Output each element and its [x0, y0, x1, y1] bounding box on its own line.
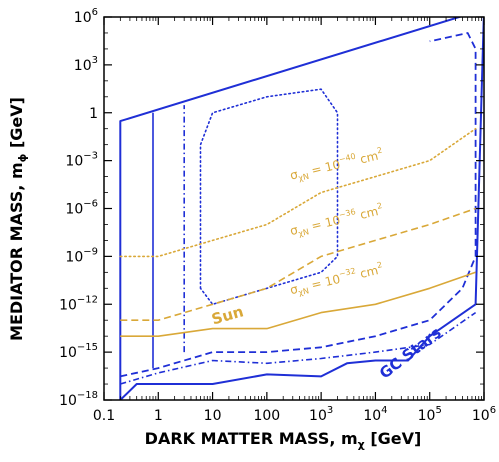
y-axis-label: MEDIATOR MASS, mϕ [GeV] — [7, 97, 29, 341]
x-tick-label: 104 — [363, 405, 387, 424]
series-line-5 — [199, 88, 339, 306]
y-tick-label: 10−6 — [65, 199, 98, 218]
x-tick-label: 1 — [154, 408, 163, 424]
x-tick-label: 0.1 — [93, 408, 115, 424]
x-tick-label: 100 — [253, 408, 280, 424]
series-line-3 — [120, 311, 477, 385]
y-tick-label: 10−18 — [59, 390, 98, 409]
y-tick-label: 106 — [74, 7, 98, 26]
cross-section-label: σχN = 10−40 cm2 — [288, 146, 385, 185]
series-line-6 — [120, 271, 476, 337]
y-tick-label: 10−9 — [65, 246, 98, 265]
tick-labels: 0.1 1 10 100 103 104 105 106 10−18 10−15 10−12 10−9… — [59, 7, 496, 424]
cross-section-label: σχN = 10−32 cm2 — [288, 260, 385, 299]
y-tick-label: 10−15 — [59, 342, 98, 361]
plot-area — [103, 16, 485, 401]
x-tick-label: 106 — [472, 405, 496, 424]
series-line-8 — [119, 127, 477, 258]
series-line-7 — [120, 207, 476, 321]
x-tick-label: 105 — [418, 405, 442, 424]
x-axis-label: DARK MATTER MASS, mχ [GeV] — [145, 429, 422, 451]
x-tick-label: 10 — [204, 408, 222, 424]
series-line-4 — [120, 32, 477, 378]
y-tick-label: 1 — [89, 106, 98, 122]
series-label: Sun — [210, 302, 246, 328]
x-tick-label: 103 — [309, 405, 333, 424]
y-tick-label: 10−3 — [65, 151, 98, 170]
y-tick-label: 10−12 — [59, 294, 98, 313]
series-line-0 — [119, 17, 484, 400]
series-label: GC Stars — [376, 323, 445, 382]
y-tick-label: 103 — [74, 55, 98, 74]
cross-section-label: σχN = 10−36 cm2 — [288, 201, 385, 240]
annotations: σχN = 10−40 cm2 σχN = 10−36 cm2 σχN = 10−3… — [210, 146, 445, 383]
